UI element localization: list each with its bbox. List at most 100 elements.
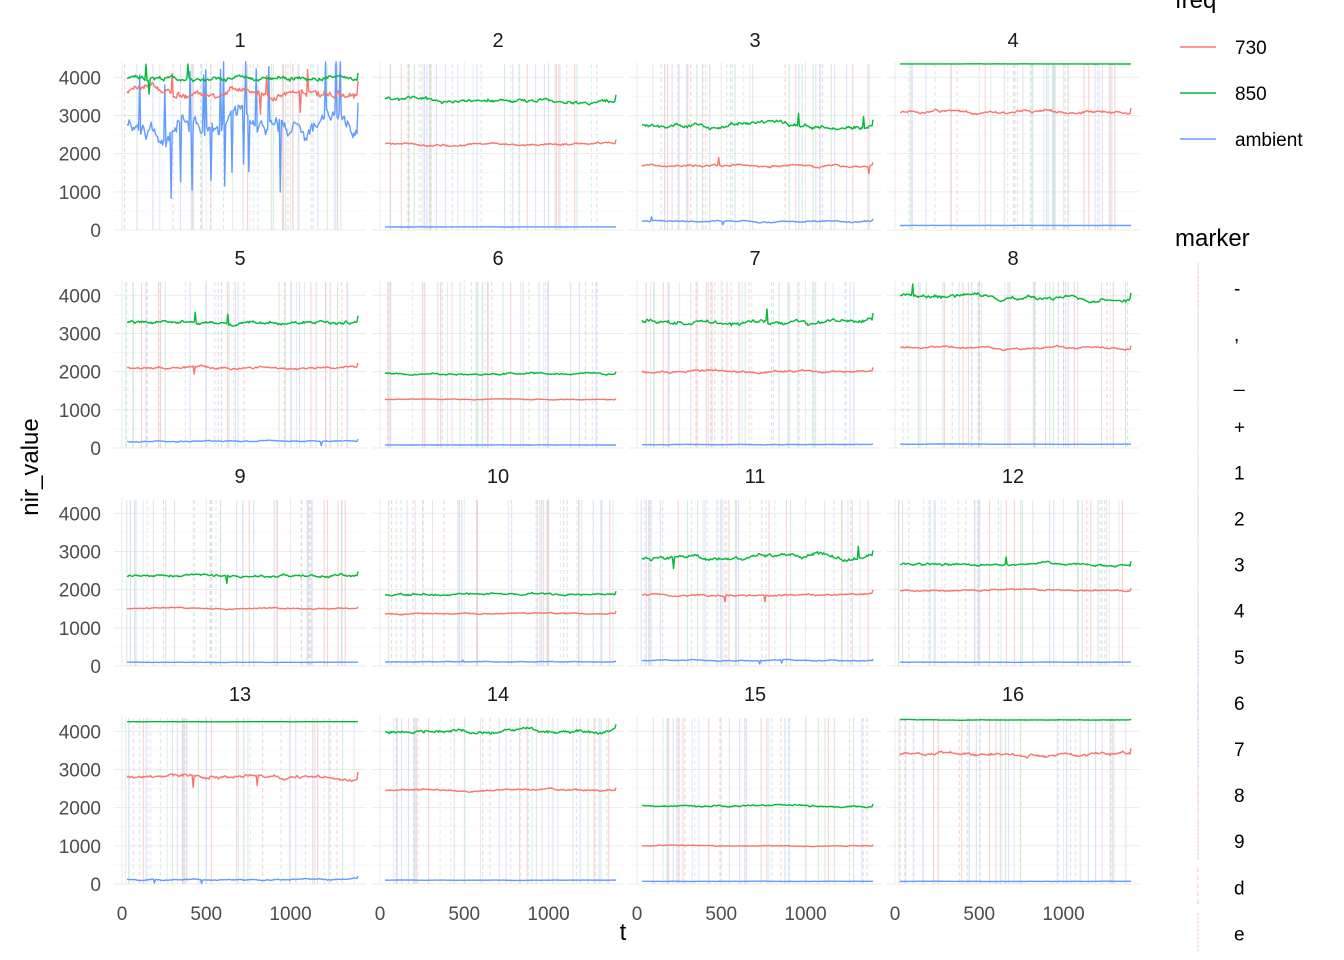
facet-strip-label: 9 <box>234 466 245 488</box>
y-tick-label: 4000 <box>59 722 101 743</box>
panel-background <box>887 498 1139 666</box>
series-line-ambient <box>385 659 617 663</box>
panel-background <box>629 280 881 448</box>
series-line-ambient <box>385 879 617 882</box>
panel-background <box>114 716 366 884</box>
facet-panel-10: 10 <box>372 466 624 667</box>
y-tick-label: 1000 <box>59 837 101 858</box>
legend-marker-label: 8 <box>1234 786 1245 807</box>
facet-panel-3: 3 <box>629 30 881 231</box>
series-line-730 <box>384 139 617 148</box>
x-axis-title: t <box>620 919 627 946</box>
y-tick-label: 0 <box>90 439 101 460</box>
legend-marker-label: 3 <box>1234 556 1245 577</box>
facet-strip-label: 3 <box>749 30 760 52</box>
legend-label-850: 850 <box>1235 84 1267 105</box>
facet-strip-label: 16 <box>1002 684 1024 706</box>
series-line-730 <box>641 156 874 175</box>
series-line-ambient <box>642 443 874 446</box>
legend-marker-label: - <box>1234 279 1240 300</box>
series-line-850 <box>126 571 359 585</box>
panel-background <box>629 62 881 230</box>
facet-panel-14: 14 0 500 1000 <box>372 684 624 925</box>
x-tick-label: 500 <box>963 904 995 925</box>
series-line-ambient <box>642 880 874 883</box>
series-line-ambient <box>642 658 874 665</box>
y-tick-label: 2000 <box>59 581 101 602</box>
series-line-730 <box>642 844 874 848</box>
panel-background <box>887 280 1139 448</box>
panel-background <box>372 716 624 884</box>
legend-marker-label: 4 <box>1234 602 1245 623</box>
panel-background <box>114 498 366 666</box>
facet-strip-label: 4 <box>1007 30 1018 52</box>
series-line-ambient <box>641 216 874 226</box>
series-line-730 <box>384 397 617 401</box>
series-line-850 <box>900 556 1132 568</box>
series-line-730 <box>126 771 359 788</box>
facet-strip-label: 13 <box>229 684 251 706</box>
series-line-850 <box>384 590 617 597</box>
series-line-850 <box>384 94 617 106</box>
series-line-ambient <box>127 661 359 664</box>
legend-title-freq: freq <box>1175 0 1216 14</box>
facet-strip-label: 10 <box>487 466 509 488</box>
legend-label-ambient: ambient <box>1235 130 1303 151</box>
x-tick-label: 1000 <box>527 904 569 925</box>
y-axis-title: nir_value <box>17 418 44 515</box>
series-line-730 <box>642 589 874 603</box>
facet-strip-label: 11 <box>745 466 766 488</box>
y-tick-label: 0 <box>90 657 101 678</box>
facet-strip-label: 7 <box>749 248 760 270</box>
series-line-730 <box>899 344 1132 352</box>
series-line-850 <box>641 308 874 327</box>
y-tick-label: 2000 <box>59 145 101 166</box>
y-tick-label: 0 <box>90 875 101 896</box>
facet-panel-4: 4 <box>887 30 1139 231</box>
panel-background <box>114 280 366 448</box>
facet-panel-2: 2 <box>372 30 624 231</box>
facet-panel-1: 1 0 1000 2000 3000 4000 <box>59 30 366 242</box>
panel-background <box>114 62 366 230</box>
y-tick-label: 1000 <box>59 401 101 422</box>
legend-marker-label: 6 <box>1234 694 1245 715</box>
x-tick-label: 500 <box>190 904 222 925</box>
panel-background <box>887 716 1139 884</box>
y-tick-label: 1000 <box>59 183 101 204</box>
y-tick-label: 3000 <box>59 324 101 345</box>
facet-panel-13: 13 0 1000 2000 3000 4000 0 500 1000 <box>59 684 366 925</box>
series-line-850 <box>385 371 617 376</box>
series-line-730 <box>900 107 1132 116</box>
y-tick-label: 2000 <box>59 799 101 820</box>
series-line-850 <box>126 311 359 327</box>
panel-background <box>887 62 1139 230</box>
series-line-730 <box>384 610 617 616</box>
facet-panel-11: 11 <box>629 466 881 667</box>
facet-strip-label: 5 <box>234 248 245 270</box>
y-tick-label: 4000 <box>59 504 101 525</box>
series-line-850 <box>899 283 1132 304</box>
x-tick-label: 500 <box>448 904 480 925</box>
y-tick-label: 3000 <box>59 106 101 127</box>
y-tick-label: 3000 <box>59 760 101 781</box>
series-line-ambient <box>900 661 1132 664</box>
series-line-730 <box>641 367 874 375</box>
y-tick-label: 4000 <box>59 286 101 307</box>
panels-layer: 10 1000 2000 3000 4000 2 3 4 5 0 1000 2000 3000 4000 6… <box>59 30 1139 925</box>
facet-strip-label: 15 <box>744 684 766 706</box>
legend-marker-label: 1 <box>1234 463 1245 484</box>
facet-panel-9: 9 0 1000 2000 3000 4000 <box>59 466 366 678</box>
series-line-730 <box>126 606 359 611</box>
panel-background <box>372 498 624 666</box>
facet-panel-6: 6 <box>372 248 624 449</box>
facet-strip-label: 14 <box>487 684 509 706</box>
panel-background <box>629 716 881 884</box>
legend-marker-label: 9 <box>1234 832 1245 853</box>
facet-strip-label: 8 <box>1007 248 1018 270</box>
facet-panel-5: 5 0 1000 2000 3000 4000 <box>59 248 366 460</box>
series-line-850 <box>126 63 359 95</box>
legend-marker-label: 5 <box>1234 648 1245 669</box>
y-tick-label: 2000 <box>59 363 101 384</box>
x-tick-label: 1000 <box>784 904 826 925</box>
series-line-ambient <box>126 438 359 447</box>
